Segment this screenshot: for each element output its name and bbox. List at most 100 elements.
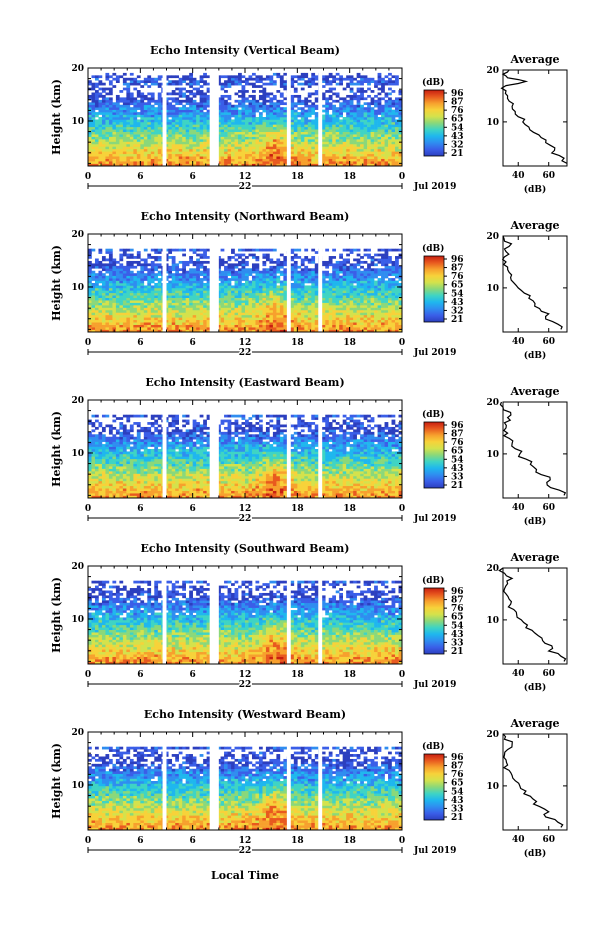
- day-label: 22: [239, 680, 252, 690]
- x-tick-label: 0: [399, 836, 405, 846]
- profile-frame: [502, 69, 568, 167]
- data-gap: [318, 732, 323, 830]
- colorbar-tick-label: 54: [451, 787, 464, 797]
- y-axis-label: Height (km): [50, 743, 63, 819]
- profile-x-tick-label: 40: [512, 337, 525, 347]
- y-tick-label: 20: [71, 396, 84, 406]
- chart-title: Echo Intensity (Westward Beam): [144, 708, 346, 721]
- profile-y-tick-label: 20: [486, 730, 499, 740]
- x-tick-label: 18: [291, 172, 304, 182]
- x-tick-label: 0: [85, 338, 91, 348]
- profile-line: [500, 69, 568, 164]
- colorbar-tick-label: 43: [451, 464, 464, 474]
- colorbar: [423, 89, 445, 157]
- data-gap: [318, 68, 323, 166]
- x-tick-label: 6: [190, 836, 196, 846]
- colorbar-label: (dB): [422, 77, 444, 88]
- profile-x-tick-label: 60: [542, 171, 555, 181]
- x-tick-label: 18: [291, 670, 304, 680]
- colorbar-tick-label: 43: [451, 630, 464, 640]
- x-tick-label: 0: [85, 504, 91, 514]
- x-tick-label: 12: [239, 504, 252, 514]
- colorbar-tick-label: 54: [451, 123, 464, 133]
- colorbar-tick-label: 65: [451, 281, 464, 291]
- colorbar-tick-label: 87: [451, 264, 464, 274]
- y-tick-label: 20: [71, 728, 84, 738]
- x-tick-label: 0: [399, 172, 405, 182]
- y-tick-label: 10: [71, 781, 84, 791]
- chart-title: Echo Intensity (Eastward Beam): [145, 376, 344, 389]
- colorbar-tick-label: 54: [451, 455, 464, 465]
- y-tick-label: 10: [71, 615, 84, 625]
- profile-line: [498, 567, 567, 662]
- colorbar-tick-label: 33: [451, 472, 464, 482]
- y-axis-label: Height (km): [50, 245, 63, 321]
- data-gap: [209, 400, 219, 498]
- profile-title: Average: [509, 385, 559, 398]
- y-axis-label: Height (km): [50, 79, 63, 155]
- x-tick-label: 6: [137, 670, 143, 680]
- month-label: Jul 2019: [413, 182, 456, 192]
- day-label: 22: [239, 348, 252, 358]
- profile-x-tick-label: 40: [512, 669, 525, 679]
- data-gap: [318, 234, 323, 332]
- data-gap: [209, 68, 219, 166]
- profile-y-tick-label: 10: [486, 450, 499, 460]
- heatmap: [88, 732, 402, 830]
- x-tick-label: 6: [137, 504, 143, 514]
- colorbar-label: (dB): [422, 409, 444, 420]
- colorbar-tick-label: 21: [451, 647, 464, 657]
- colorbar: [423, 753, 445, 821]
- x-tick-label: 0: [85, 670, 91, 680]
- profile-frame: [502, 401, 568, 499]
- y-axis-label: Height (km): [50, 577, 63, 653]
- x-tick-label: 18: [291, 338, 304, 348]
- x-axis-title: Local Time: [211, 869, 279, 882]
- profile-x-label: (dB): [524, 516, 546, 527]
- heatmap: [88, 566, 402, 664]
- day-label: 22: [239, 514, 252, 524]
- data-gap: [162, 566, 167, 664]
- x-tick-label: 6: [137, 836, 143, 846]
- profile-line: [501, 235, 563, 330]
- colorbar: [423, 587, 445, 655]
- colorbar-tick-label: 96: [451, 753, 464, 763]
- colorbar-tick-label: 32: [451, 306, 464, 316]
- colorbar-tick-label: 21: [451, 315, 464, 325]
- data-gap: [318, 400, 323, 498]
- data-gap: [318, 566, 323, 664]
- profile-y-tick-label: 10: [486, 616, 499, 626]
- y-tick-label: 10: [71, 117, 84, 127]
- colorbar-tick-label: 76: [451, 106, 464, 116]
- day-label: 22: [239, 846, 252, 856]
- colorbar: [423, 421, 445, 489]
- colorbar-tick-label: 43: [451, 298, 464, 308]
- x-tick-label: 0: [399, 338, 405, 348]
- profile-x-tick-label: 40: [512, 835, 525, 845]
- profile-x-tick-label: 40: [512, 503, 525, 513]
- profile-frame: [502, 235, 568, 333]
- profile-x-label: (dB): [524, 848, 546, 859]
- profile-line: [499, 401, 567, 496]
- data-gap: [286, 566, 291, 664]
- x-tick-label: 0: [399, 504, 405, 514]
- colorbar-tick-label: 65: [451, 779, 464, 789]
- colorbar-tick-label: 96: [451, 587, 464, 597]
- panels: Echo Intensity (Vertical Beam) Height (km…: [50, 44, 568, 859]
- data-gap: [162, 68, 167, 166]
- data-gap: [209, 566, 219, 664]
- colorbar: [423, 255, 445, 323]
- profile-y-tick-label: 10: [486, 284, 499, 294]
- day-label: 22: [239, 182, 252, 192]
- profile-title: Average: [509, 717, 559, 730]
- colorbar-tick-label: 21: [451, 149, 464, 159]
- x-tick-label: 12: [239, 836, 252, 846]
- x-tick-label: 18: [343, 504, 356, 514]
- y-axis-label: Height (km): [50, 411, 63, 487]
- x-tick-label: 0: [85, 172, 91, 182]
- x-tick-label: 6: [190, 504, 196, 514]
- data-gap: [286, 68, 291, 166]
- colorbar-tick-label: 33: [451, 804, 464, 814]
- chart-panel-4: Echo Intensity (Westward Beam) Height (km…: [50, 708, 568, 859]
- colorbar-tick-label: 21: [451, 481, 464, 491]
